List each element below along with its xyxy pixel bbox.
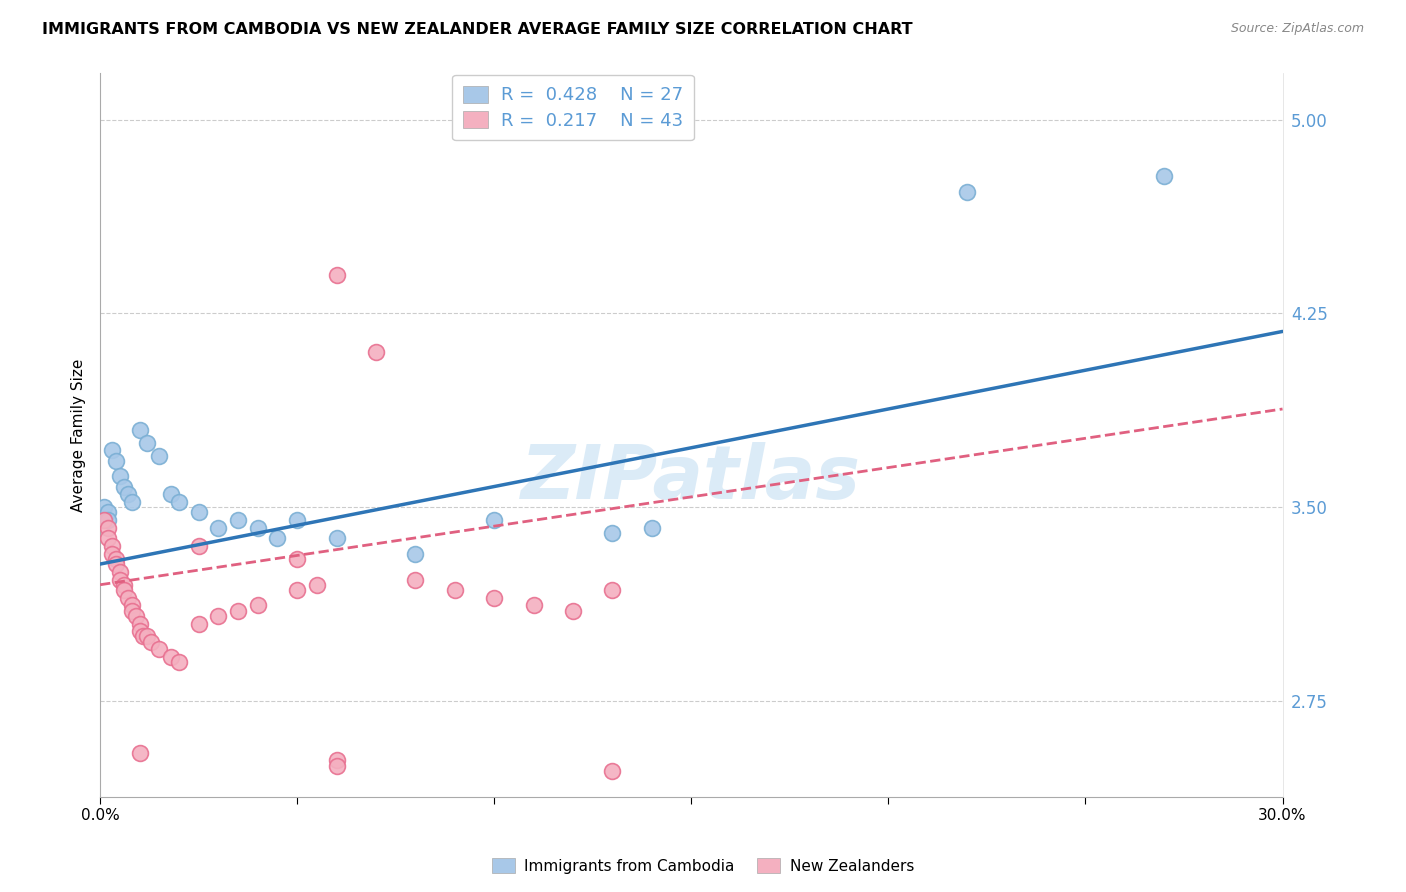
Point [104,557,127,571]
Point [523,599,546,613]
Point [101,539,124,553]
Point [187,616,209,631]
Point [325,758,347,772]
Point [305,578,328,592]
Legend: Immigrants from Cambodia, New Zealanders: Immigrants from Cambodia, New Zealanders [486,852,920,880]
Point [187,505,209,519]
Point [128,616,150,631]
Point [112,479,135,493]
Point [148,642,170,657]
Point [121,495,143,509]
Text: ZIPatlas: ZIPatlas [522,442,862,515]
Point [484,591,506,605]
Point [167,495,190,509]
Point [117,591,139,605]
Point [602,526,624,541]
Point [246,599,269,613]
Point [562,604,585,618]
Point [117,487,139,501]
Point [325,268,347,282]
Point [602,764,624,778]
Point [207,521,229,535]
Point [285,552,308,566]
Point [124,608,146,623]
Point [97,513,120,527]
Point [97,521,120,535]
Point [285,582,308,597]
Point [226,604,249,618]
Point [160,487,183,501]
Point [108,573,131,587]
Point [128,746,150,760]
Point [112,578,135,592]
Point [93,500,115,515]
Point [136,435,159,450]
Point [404,573,426,587]
Point [97,505,120,519]
Text: Source: ZipAtlas.com: Source: ZipAtlas.com [1230,22,1364,36]
Legend: R =  0.428    N = 27, R =  0.217    N = 43: R = 0.428 N = 27, R = 0.217 N = 43 [453,75,695,140]
Point [128,624,150,639]
Point [246,521,269,535]
Point [132,629,155,643]
Point [112,582,135,597]
Point [226,513,249,527]
Point [128,423,150,437]
Point [207,608,229,623]
Point [104,552,127,566]
Point [148,449,170,463]
Point [641,521,664,535]
Point [141,634,163,648]
Point [121,599,143,613]
Point [325,754,347,768]
Point [101,443,124,458]
Point [121,604,143,618]
Point [484,513,506,527]
Point [602,582,624,597]
Point [187,539,209,553]
Point [93,513,115,527]
Point [101,547,124,561]
Point [167,655,190,669]
Point [160,650,183,665]
Point [444,582,467,597]
Point [108,565,131,579]
Point [1153,169,1175,184]
Point [104,453,127,467]
Point [285,513,308,527]
Point [136,629,159,643]
Text: IMMIGRANTS FROM CAMBODIA VS NEW ZEALANDER AVERAGE FAMILY SIZE CORRELATION CHART: IMMIGRANTS FROM CAMBODIA VS NEW ZEALANDE… [42,22,912,37]
Point [108,469,131,483]
Y-axis label: Average Family Size: Average Family Size [72,359,86,511]
Point [956,185,979,199]
Point [325,531,347,545]
Point [364,345,387,359]
Point [97,531,120,545]
Point [266,531,288,545]
Point [404,547,426,561]
